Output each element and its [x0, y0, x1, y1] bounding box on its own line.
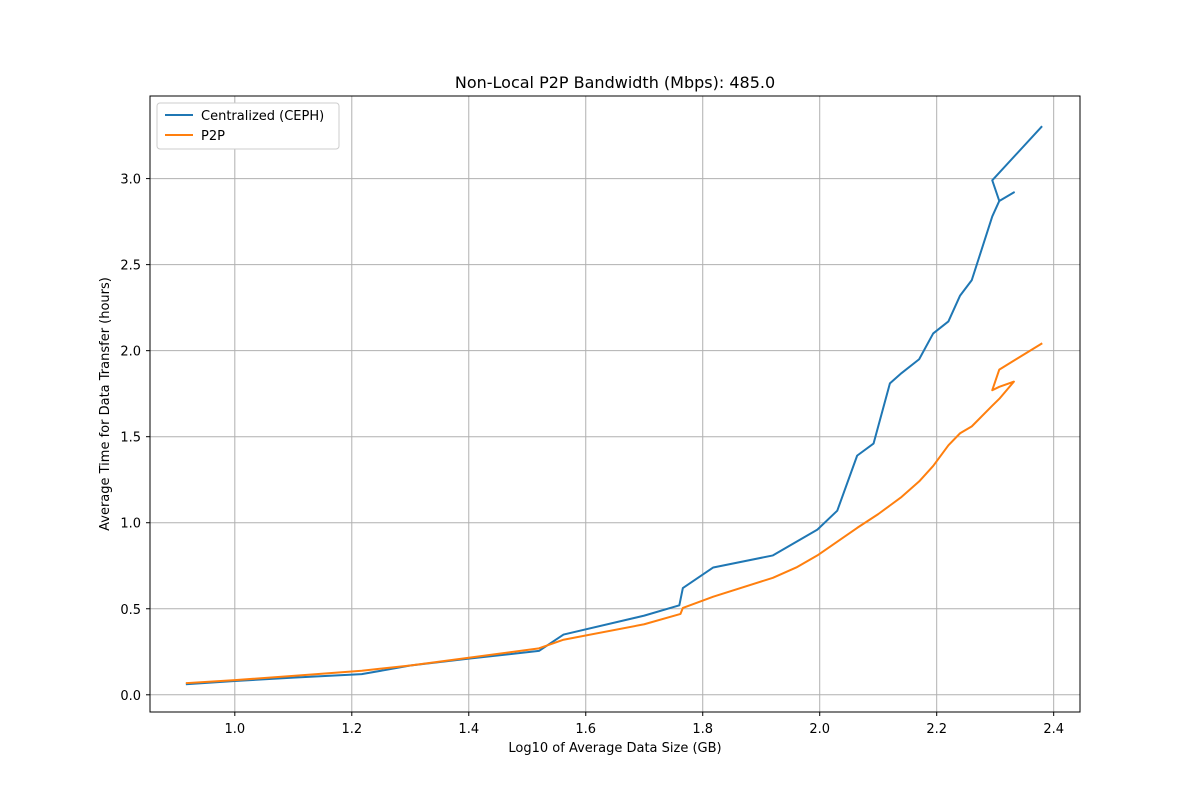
- x-axis-ticks: 1.0 1.2 1.4 1.6 1.8 2.0 2.2 2.4: [224, 712, 1064, 737]
- y-axis-label: Average Time for Data Transfer (hours): [98, 277, 113, 531]
- y-tick-label: 1.0: [120, 517, 141, 532]
- x-tick-label: 1.2: [341, 722, 362, 737]
- y-axis-ticks: 0.0 0.5 1.0 1.5 2.0 2.5 3.0: [120, 173, 150, 704]
- x-axis-label: Log10 of Average Data Size (GB): [508, 741, 721, 756]
- series-line-p2p: [185, 342, 1043, 685]
- y-tick-label: 0.5: [120, 603, 141, 618]
- x-tick-label: 1.4: [458, 722, 479, 737]
- series-lines: [185, 125, 1043, 686]
- plot-frame: [149, 95, 1081, 713]
- x-tick-label: 2.4: [1043, 722, 1064, 737]
- y-tick-label: 2.5: [120, 259, 141, 274]
- legend-label-centralized: Centralized (CEPH): [201, 109, 324, 124]
- y-tick-label: 1.5: [120, 431, 141, 446]
- chart-title: Non-Local P2P Bandwidth (Mbps): 485.0: [455, 73, 775, 92]
- x-tick-label: 2.2: [926, 722, 947, 737]
- grid-lines: [150, 96, 1080, 712]
- y-tick-label: 0.0: [120, 689, 141, 704]
- legend: Centralized (CEPH) P2P: [156, 102, 340, 150]
- legend-label-p2p: P2P: [201, 129, 225, 144]
- x-tick-label: 1.6: [575, 722, 596, 737]
- y-tick-label: 3.0: [120, 173, 141, 188]
- legend-box: [156, 102, 340, 150]
- y-tick-label: 2.0: [120, 345, 141, 360]
- x-tick-label: 1.8: [692, 722, 713, 737]
- x-tick-label: 2.0: [809, 722, 830, 737]
- x-tick-label: 1.0: [224, 722, 245, 737]
